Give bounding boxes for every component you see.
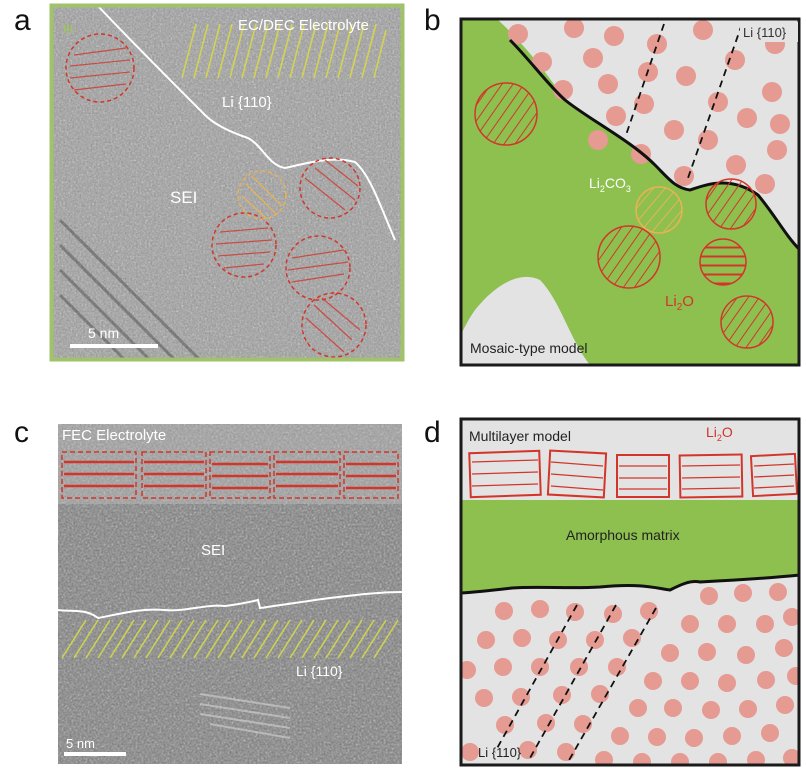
panel-a-electrolyte-lattice bbox=[181, 23, 387, 79]
panel-b-model-label: Mosaic-type model bbox=[470, 340, 588, 356]
panel-c-sei-label: SEI bbox=[201, 542, 225, 559]
panel-a-scale-bar bbox=[70, 344, 158, 348]
panel-d-lattice-lines bbox=[494, 604, 657, 763]
panel-c-electrolyte-label: FEC Electrolyte bbox=[62, 427, 166, 444]
panel-a-li2o-fringes bbox=[69, 47, 361, 353]
panel-letter-a: a bbox=[14, 4, 31, 37]
panel-a-sei-boundary bbox=[97, 5, 396, 241]
panel-letter-b: b bbox=[424, 4, 441, 37]
panel-b-li2o-crystals bbox=[474, 82, 774, 349]
panel-b-li2co3-label: Li2CO3 bbox=[589, 175, 631, 194]
panel-c-scale-label: 5 nm bbox=[66, 736, 95, 751]
panel-a-corner-tag: III bbox=[63, 22, 73, 36]
panel-b-li-label: Li {110} bbox=[743, 25, 787, 40]
panel-b-frame bbox=[459, 17, 801, 367]
panel-b-lattice-lines bbox=[625, 23, 743, 179]
panel-d-matrix-label: Amorphous matrix bbox=[566, 527, 680, 543]
panel-c-sei-boundary bbox=[58, 591, 402, 620]
panel-c-scale-bar bbox=[64, 752, 126, 756]
panel-c-li2o-fringes bbox=[64, 460, 396, 490]
panel-d-li2o-fringes bbox=[471, 459, 795, 491]
panel-c-tem-image: FEC Electrolyte SEI Li {110} 5 nm bbox=[58, 424, 402, 764]
panel-a-tem-image: III EC/DEC Electrolyte Li {110} SEI 5 nm bbox=[49, 3, 405, 362]
panel-d-li2o-label: Li2O bbox=[706, 424, 733, 443]
panel-d-amorphous-matrix bbox=[461, 500, 800, 593]
panel-d-model-label: Multilayer model bbox=[469, 428, 571, 444]
panel-d-frame bbox=[459, 417, 801, 767]
panel-b-li-atoms bbox=[508, 18, 790, 194]
panel-a-electrolyte-label: EC/DEC Electrolyte bbox=[238, 17, 369, 34]
panel-c-fringe-streaks bbox=[199, 693, 291, 739]
panel-d-li-atoms bbox=[460, 583, 800, 766]
panel-c-li-lattice bbox=[61, 619, 399, 659]
panel-letter-c: c bbox=[14, 416, 29, 449]
panel-a-scale-label: 5 nm bbox=[88, 325, 119, 341]
panel-a-li2co3-crystal bbox=[237, 170, 287, 220]
panel-d-li-label: Li {110} bbox=[478, 745, 522, 760]
panel-a-li2o-crystals bbox=[65, 33, 367, 358]
panel-b-li2o-label: Li2O bbox=[665, 293, 694, 313]
panel-d-multilayer-model: Multilayer model Li2O Amorphous matrix L… bbox=[459, 417, 801, 767]
panel-b-boundary bbox=[508, 38, 800, 252]
panel-d-li2o-blocks bbox=[468, 449, 799, 499]
panel-a-li-label: Li {110} bbox=[222, 94, 272, 111]
panel-c-li-label: Li {110} bbox=[296, 663, 343, 679]
panel-a-sei-label: SEI bbox=[170, 188, 197, 207]
panel-c-li2o-blocks bbox=[61, 451, 399, 499]
panel-b-mosaic-model: Li {110} Li2CO3 Li2O Mosaic-type model bbox=[459, 17, 801, 367]
panel-letter-d: d bbox=[424, 416, 441, 449]
panel-a-frame bbox=[49, 3, 405, 362]
panel-d-boundary bbox=[460, 573, 800, 595]
panel-b-li2co3-crystal bbox=[635, 186, 683, 234]
